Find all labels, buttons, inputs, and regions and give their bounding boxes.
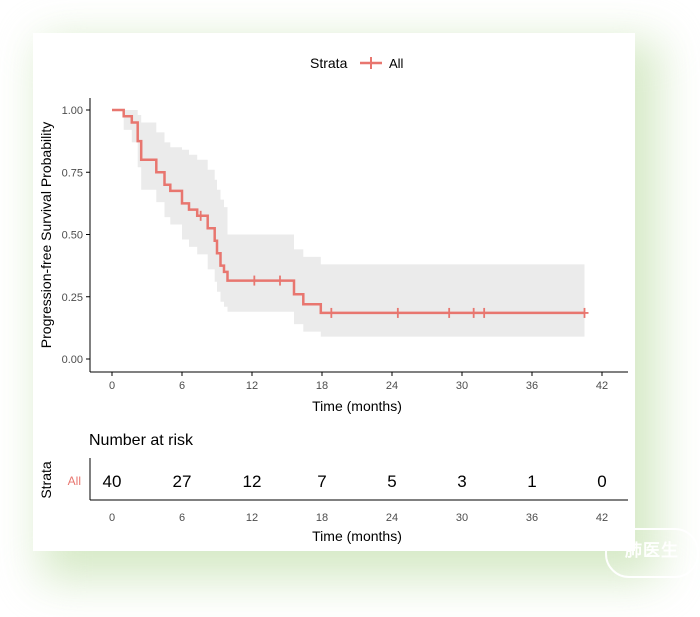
risk-x-tick-layer: 0 6 12 18 24 30 36 42: [109, 512, 608, 524]
x-tick-label: 12: [246, 380, 258, 392]
confidence-band-layer: [112, 110, 585, 337]
censor-mark: [469, 307, 478, 318]
x-axis-label: Time (months): [312, 398, 402, 414]
risk-count: 3: [457, 472, 466, 491]
x-tick-label: 36: [526, 380, 538, 392]
risk-count: 27: [173, 472, 192, 491]
risk-count-layer: 40 27 12 7 5 3 1 0: [103, 472, 607, 491]
censor-mark: [445, 307, 454, 318]
y-tick-label: 1.00: [62, 105, 83, 117]
risk-table-title: Number at risk: [89, 432, 194, 449]
risk-count: 7: [317, 472, 326, 491]
risk-x-tick-label: 30: [456, 512, 468, 524]
risk-x-tick-label: 12: [246, 512, 258, 524]
risk-x-tick-label: 36: [526, 512, 538, 524]
risk-count: 0: [597, 472, 606, 491]
risk-count: 12: [243, 472, 262, 491]
risk-x-tick-label: 24: [386, 512, 398, 524]
legend-title: Strata: [310, 55, 348, 71]
risk-x-tick-label: 0: [109, 512, 115, 524]
risk-x-tick-label: 6: [179, 512, 185, 524]
censor-mark: [327, 307, 336, 318]
risk-count: 5: [387, 472, 396, 491]
risk-count: 40: [103, 472, 122, 491]
risk-table-strata-label: Strata: [38, 461, 54, 499]
x-tick-layer: 0 6 12 18 24 30 36 42: [109, 372, 608, 392]
risk-x-tick-label: 18: [316, 512, 328, 524]
risk-count: 1: [527, 472, 536, 491]
x-tick-label: 0: [109, 380, 115, 392]
survival-curve-all: [112, 108, 585, 315]
risk-table-stratum-name: All: [68, 474, 81, 488]
y-tick-label: 0.50: [62, 230, 83, 242]
y-tick-label: 0.25: [62, 292, 83, 304]
y-tick-label: 0.00: [62, 354, 83, 366]
x-tick-label: 18: [316, 380, 328, 392]
censor-mark: [276, 275, 284, 286]
watermark-logo: 肺医生: [605, 528, 699, 578]
censor-marks-layer: [196, 210, 589, 318]
y-tick-label: 0.75: [62, 167, 83, 179]
x-tick-label: 30: [456, 380, 468, 392]
censor-mark: [250, 275, 259, 286]
risk-x-tick-label: 42: [596, 512, 608, 524]
censor-mark: [196, 210, 205, 221]
censor-mark: [393, 307, 402, 318]
x-tick-label: 24: [386, 380, 398, 392]
confidence-band: [112, 110, 585, 337]
y-tick-layer: 0.00 0.25 0.50 0.75 1.00: [62, 105, 90, 366]
risk-table-x-label: Time (months): [312, 528, 402, 544]
x-tick-label: 42: [596, 380, 608, 392]
y-axis-label: Progression-free Survival Probability: [38, 122, 54, 348]
legend: Strata All: [310, 55, 404, 71]
legend-label: All: [389, 56, 404, 71]
survival-curve-layer: [112, 108, 585, 315]
x-tick-label: 6: [179, 380, 185, 392]
censor-mark: [480, 307, 489, 318]
censor-mark: [580, 307, 589, 318]
